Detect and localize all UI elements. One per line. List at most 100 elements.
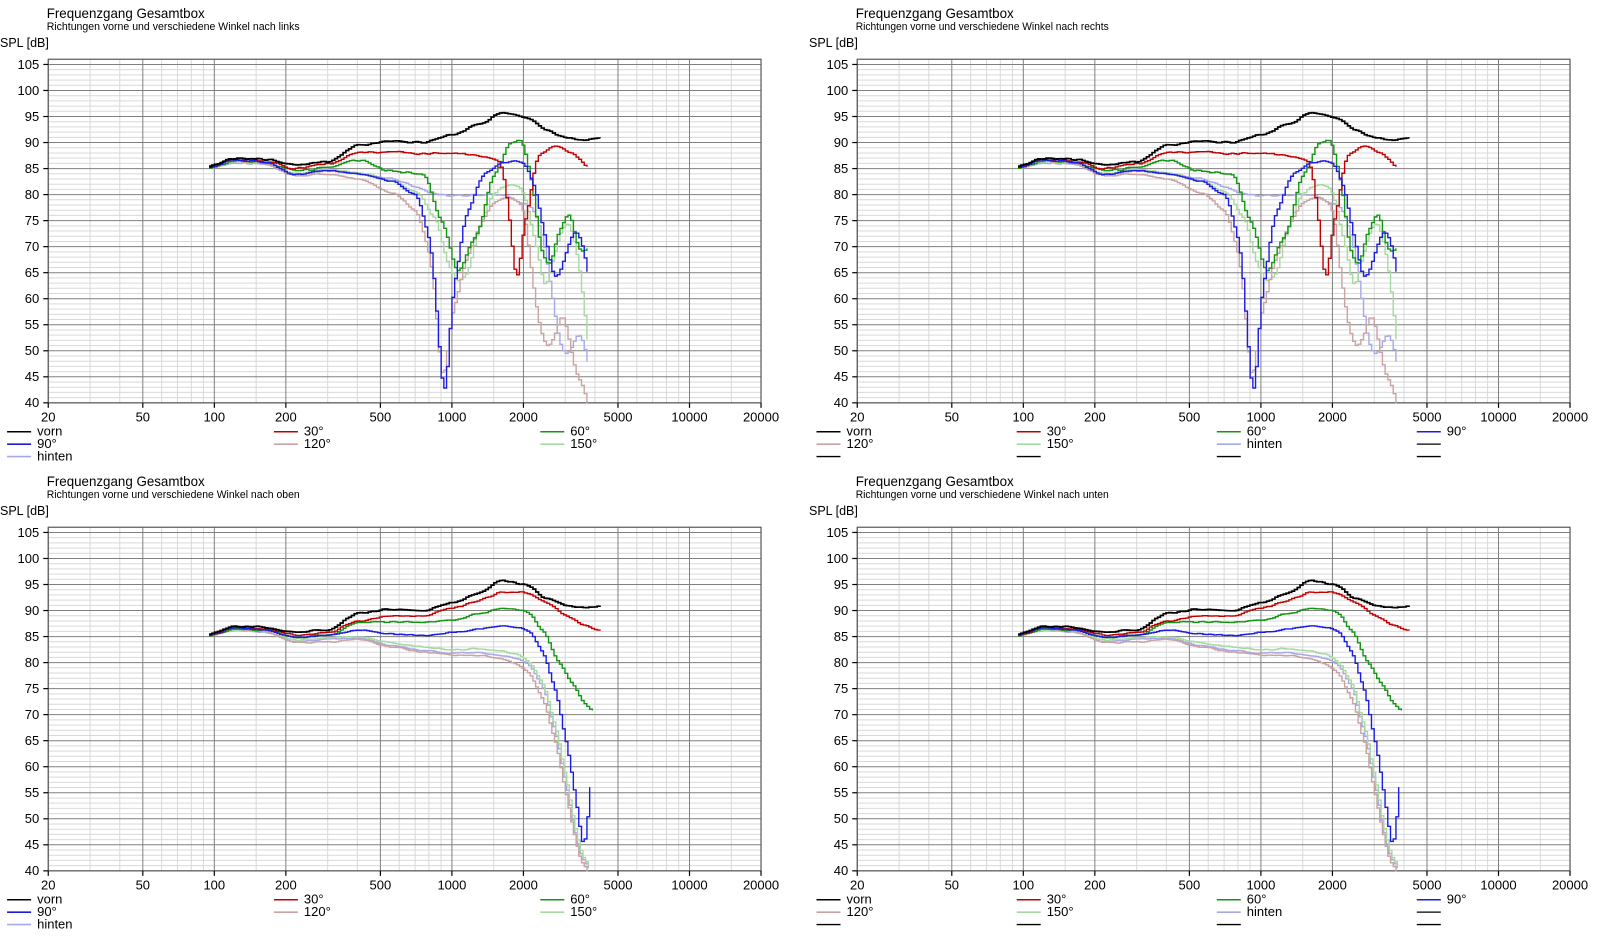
- svg-text:95: 95: [25, 576, 39, 591]
- svg-text:80: 80: [25, 654, 39, 669]
- svg-text:hinten: hinten: [37, 916, 72, 931]
- svg-text:20000: 20000: [1552, 409, 1588, 424]
- svg-text:5000: 5000: [1413, 877, 1442, 892]
- svg-text:150°: 150°: [570, 903, 597, 918]
- svg-text:Richtungen vorne und verschied: Richtungen vorne und verschiedene Winkel…: [856, 21, 1109, 33]
- svg-text:20: 20: [41, 409, 55, 424]
- svg-text:50: 50: [136, 409, 150, 424]
- svg-text:50: 50: [25, 811, 39, 826]
- svg-text:Frequenzgang Gesamtbox: Frequenzgang Gesamtbox: [856, 472, 1014, 488]
- svg-text:120°: 120°: [847, 436, 874, 451]
- svg-text:85: 85: [25, 161, 39, 176]
- svg-text:hinten: hinten: [37, 448, 72, 463]
- svg-text:100: 100: [203, 409, 225, 424]
- svg-text:100: 100: [18, 83, 40, 98]
- svg-text:Richtungen vorne und verschied: Richtungen vorne und verschiedene Winkel…: [47, 21, 300, 33]
- svg-text:100: 100: [1012, 409, 1034, 424]
- svg-text:95: 95: [25, 109, 39, 124]
- svg-text:75: 75: [834, 680, 848, 695]
- svg-text:85: 85: [834, 161, 848, 176]
- svg-text:50: 50: [945, 877, 959, 892]
- svg-text:Richtungen vorne und verschied: Richtungen vorne und verschiedene Winkel…: [47, 489, 300, 501]
- svg-text:120°: 120°: [304, 436, 331, 451]
- svg-text:70: 70: [25, 239, 39, 254]
- svg-text:Richtungen vorne und verschied: Richtungen vorne und verschiedene Winkel…: [856, 489, 1109, 501]
- svg-text:95: 95: [834, 109, 848, 124]
- svg-text:100: 100: [827, 83, 849, 98]
- svg-text:55: 55: [834, 785, 848, 800]
- svg-text:2000: 2000: [509, 409, 538, 424]
- svg-text:500: 500: [370, 877, 392, 892]
- svg-text:200: 200: [1084, 877, 1106, 892]
- svg-text:90: 90: [25, 135, 39, 150]
- svg-text:105: 105: [18, 524, 40, 539]
- svg-text:200: 200: [1084, 409, 1106, 424]
- svg-text:60: 60: [834, 759, 848, 774]
- svg-text:5000: 5000: [1413, 409, 1442, 424]
- svg-text:120°: 120°: [847, 903, 874, 918]
- svg-text:10000: 10000: [1480, 877, 1516, 892]
- svg-text:60: 60: [834, 291, 848, 306]
- svg-text:85: 85: [834, 628, 848, 643]
- svg-text:45: 45: [834, 369, 848, 384]
- svg-text:55: 55: [834, 317, 848, 332]
- svg-text:65: 65: [25, 732, 39, 747]
- svg-text:40: 40: [25, 863, 39, 878]
- svg-text:150°: 150°: [1047, 436, 1074, 451]
- svg-text:20: 20: [850, 409, 864, 424]
- svg-text:1000: 1000: [437, 409, 466, 424]
- svg-text:65: 65: [834, 265, 848, 280]
- svg-text:45: 45: [25, 837, 39, 852]
- svg-text:100: 100: [1012, 877, 1034, 892]
- svg-text:90: 90: [25, 602, 39, 617]
- svg-text:SPL [dB]: SPL [dB]: [809, 36, 858, 50]
- svg-text:10000: 10000: [1480, 409, 1516, 424]
- svg-text:40: 40: [834, 395, 848, 410]
- svg-text:75: 75: [25, 680, 39, 695]
- svg-text:45: 45: [25, 369, 39, 384]
- svg-text:500: 500: [1179, 877, 1201, 892]
- svg-text:hinten: hinten: [1247, 903, 1282, 918]
- svg-text:Frequenzgang Gesamtbox: Frequenzgang Gesamtbox: [856, 5, 1014, 21]
- svg-text:55: 55: [25, 785, 39, 800]
- svg-text:40: 40: [25, 395, 39, 410]
- svg-text:SPL [dB]: SPL [dB]: [0, 36, 49, 50]
- svg-text:50: 50: [25, 343, 39, 358]
- svg-text:20: 20: [850, 877, 864, 892]
- svg-text:50: 50: [834, 811, 848, 826]
- svg-text:80: 80: [25, 187, 39, 202]
- svg-text:70: 70: [834, 706, 848, 721]
- svg-text:50: 50: [834, 343, 848, 358]
- svg-text:50: 50: [945, 409, 959, 424]
- svg-text:90°: 90°: [1447, 891, 1467, 906]
- svg-text:2000: 2000: [1318, 409, 1347, 424]
- svg-text:105: 105: [827, 57, 849, 72]
- svg-text:65: 65: [25, 265, 39, 280]
- svg-text:70: 70: [25, 706, 39, 721]
- svg-text:95: 95: [834, 576, 848, 591]
- svg-text:500: 500: [370, 409, 392, 424]
- svg-text:50: 50: [136, 877, 150, 892]
- svg-text:150°: 150°: [1047, 903, 1074, 918]
- svg-text:55: 55: [25, 317, 39, 332]
- svg-text:100: 100: [203, 877, 225, 892]
- svg-text:20000: 20000: [743, 409, 779, 424]
- svg-text:10000: 10000: [671, 877, 707, 892]
- svg-text:105: 105: [827, 524, 849, 539]
- svg-text:80: 80: [834, 654, 848, 669]
- svg-text:2000: 2000: [509, 877, 538, 892]
- svg-text:100: 100: [18, 550, 40, 565]
- svg-text:500: 500: [1179, 409, 1201, 424]
- svg-text:70: 70: [834, 239, 848, 254]
- svg-text:1000: 1000: [437, 877, 466, 892]
- svg-text:Frequenzgang Gesamtbox: Frequenzgang Gesamtbox: [47, 5, 205, 21]
- svg-text:1000: 1000: [1246, 409, 1275, 424]
- svg-text:5000: 5000: [604, 877, 633, 892]
- svg-text:80: 80: [834, 187, 848, 202]
- svg-text:45: 45: [834, 837, 848, 852]
- svg-text:60: 60: [25, 291, 39, 306]
- svg-text:90°: 90°: [1447, 424, 1467, 439]
- svg-text:SPL [dB]: SPL [dB]: [809, 503, 858, 517]
- svg-text:65: 65: [834, 732, 848, 747]
- svg-text:5000: 5000: [604, 409, 633, 424]
